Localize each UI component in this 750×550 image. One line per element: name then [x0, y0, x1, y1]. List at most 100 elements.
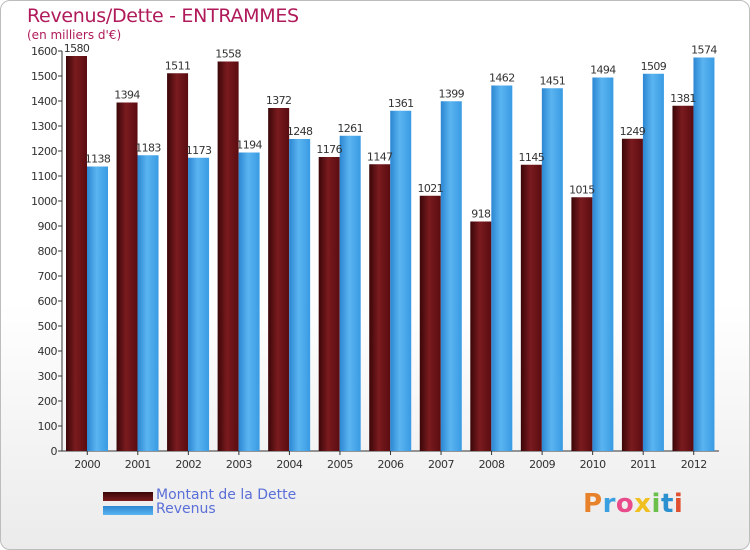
- bar-revenus: [491, 85, 513, 451]
- data-label-revenus: 1261: [337, 122, 363, 135]
- data-label-revenus: 1451: [540, 74, 566, 87]
- legend-label-debt: Montant de la Dette: [156, 487, 297, 503]
- y-tick-label: 600: [38, 295, 58, 308]
- chart-subtitle: (en milliers d'€): [27, 28, 122, 42]
- bar-dette: [268, 108, 290, 451]
- y-tick-label: 1600: [31, 45, 57, 58]
- logo-letter: i: [673, 489, 684, 519]
- data-label-revenus: 1138: [85, 153, 111, 166]
- x-tick-label: 2001: [125, 458, 151, 471]
- y-tick-label: 200: [38, 395, 58, 408]
- x-tick-label: 2008: [479, 458, 505, 471]
- bar-revenus: [87, 166, 108, 451]
- bars: [66, 56, 715, 451]
- x-tick-label: 2011: [630, 458, 656, 471]
- bar-revenus: [137, 155, 159, 451]
- x-tick-label: 2007: [428, 458, 454, 471]
- bar-dette: [369, 164, 391, 451]
- y-tick-label: 400: [38, 345, 58, 358]
- data-label-revenus: 1494: [590, 64, 616, 77]
- y-tick-label: 800: [38, 245, 58, 258]
- data-label-dette: 1381: [670, 92, 696, 105]
- y-tick-label: 1100: [31, 170, 57, 183]
- bar-dette: [217, 61, 239, 451]
- y-tick-label: 1400: [31, 95, 57, 108]
- bar-dette: [66, 56, 87, 451]
- bar-dette: [621, 138, 643, 451]
- logo-letter: o: [615, 489, 635, 519]
- logo-letter: P: [583, 489, 603, 519]
- data-label-dette: 1249: [620, 125, 646, 138]
- data-label-dette: 1176: [316, 143, 342, 156]
- bar-dette: [672, 105, 694, 451]
- bar-dette: [116, 102, 138, 451]
- x-tick-label: 2003: [226, 458, 252, 471]
- data-label-revenus: 1173: [186, 144, 212, 157]
- x-tick-label: 2005: [327, 458, 353, 471]
- bar-revenus: [188, 157, 210, 451]
- bar-dette: [520, 164, 542, 451]
- y-tick-label: 1000: [31, 195, 57, 208]
- bar-revenus: [289, 139, 311, 451]
- bar-dette: [318, 157, 340, 451]
- bar-revenus: [592, 77, 614, 451]
- proxiti-logo[interactable]: Proxiti: [583, 489, 683, 519]
- legend-swatch-revenus: [103, 506, 153, 515]
- data-label-revenus: 1462: [489, 72, 515, 85]
- y-tick-label: 100: [38, 420, 58, 433]
- data-label-revenus: 1399: [438, 87, 464, 100]
- x-tick-label: 2002: [175, 458, 201, 471]
- bar-revenus: [642, 73, 664, 451]
- data-label-dette: 1580: [64, 42, 90, 55]
- y-tick-label: 700: [38, 270, 58, 283]
- data-label-dette: 1147: [367, 150, 393, 163]
- x-tick-label: 2000: [74, 458, 100, 471]
- data-label-dette: 918: [471, 208, 491, 221]
- data-label-dette: 1372: [266, 94, 292, 107]
- data-label-dette: 1015: [569, 183, 595, 196]
- logo-letter: i: [651, 489, 661, 519]
- y-tick-label: 1500: [31, 70, 57, 83]
- x-tick-label: 2009: [529, 458, 555, 471]
- data-label-revenus: 1248: [287, 125, 313, 138]
- x-tick-label: 2010: [580, 458, 606, 471]
- data-label-revenus: 1361: [388, 97, 414, 110]
- data-label-dette: 1145: [519, 151, 545, 164]
- y-tick-label: 300: [38, 370, 58, 383]
- legend-label-revenus: Revenus: [156, 501, 216, 517]
- bar-revenus: [541, 88, 563, 451]
- data-label-revenus: 1574: [691, 44, 717, 57]
- y-tick-label: 900: [38, 220, 58, 233]
- y-tick-label: 0: [51, 445, 58, 458]
- bar-revenus: [440, 101, 462, 451]
- chart-title: Revenus/Dette - ENTRAMMES: [27, 5, 299, 27]
- logo-letter: r: [602, 489, 616, 519]
- y-tick-label: 500: [38, 320, 58, 333]
- data-label-dette: 1021: [417, 182, 443, 195]
- logo-letter: t: [660, 489, 674, 519]
- bar-revenus: [238, 152, 260, 451]
- bar-revenus: [339, 135, 361, 451]
- data-label-revenus: 1194: [236, 139, 262, 152]
- data-label-revenus: 1183: [135, 141, 161, 154]
- x-tick-label: 2012: [681, 458, 707, 471]
- bar-dette: [419, 195, 441, 451]
- logo-letter: x: [634, 489, 652, 519]
- bar-dette: [167, 73, 189, 451]
- data-labels: 1580 1138 1394 1183 1511 1173 1558 1194 1372 1248…: [64, 42, 718, 221]
- bar-dette: [571, 197, 593, 451]
- data-label-dette: 1511: [165, 59, 191, 72]
- x-tick-label: 2006: [378, 458, 404, 471]
- y-tick-label: 1200: [31, 145, 57, 158]
- bar-revenus: [390, 110, 412, 451]
- y-tick-label: 1300: [31, 120, 57, 133]
- data-label-dette: 1558: [215, 48, 241, 61]
- bar-dette: [470, 221, 492, 451]
- x-tick-label: 2004: [276, 458, 302, 471]
- data-label-dette: 1394: [114, 89, 140, 102]
- bar-revenus: [693, 57, 715, 451]
- data-label-revenus: 1509: [641, 60, 667, 73]
- legend-swatch-debt: [103, 492, 153, 501]
